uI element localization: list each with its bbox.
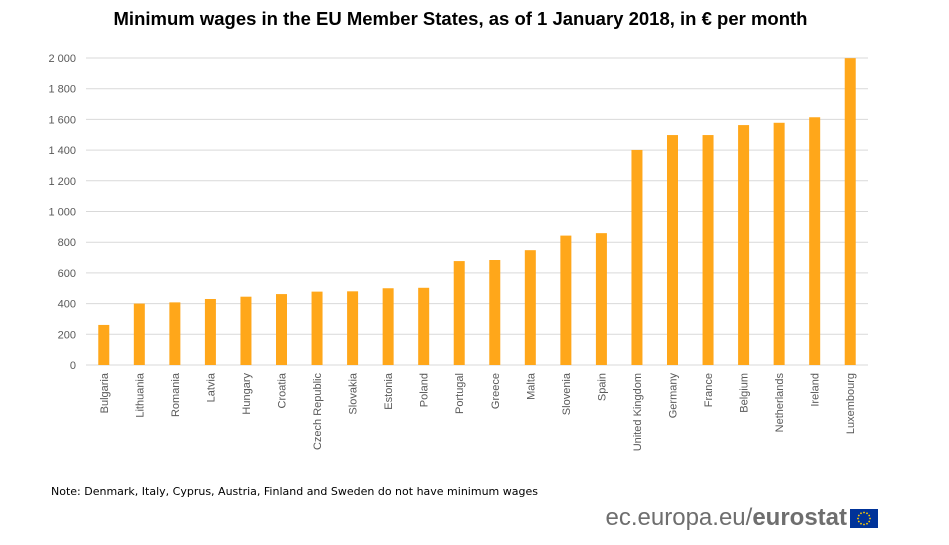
bar-croatia (276, 294, 287, 365)
flag-star (868, 520, 871, 522)
bar-luxembourg (844, 58, 856, 365)
x-tick-label: Hungary (241, 373, 253, 415)
flag-star (860, 522, 862, 525)
x-tick-label: Estonia (383, 372, 395, 410)
x-tick-label: Lithuania (134, 372, 146, 418)
flag-star (866, 522, 868, 525)
chart-title: Minimum wages in the EU Member States, a… (113, 8, 808, 29)
gridlines (86, 57, 868, 366)
y-tick-label: 200 (58, 329, 76, 341)
x-tick-label: Latvia (205, 372, 217, 402)
bar-romania (169, 302, 181, 365)
bar-ireland (809, 117, 821, 365)
x-tick-label: Netherlands (774, 373, 786, 433)
bar-malta (524, 250, 536, 365)
bar-czech-republic (311, 291, 323, 365)
flag-star (863, 523, 865, 525)
logo-brand-text: eurostat (752, 504, 847, 531)
bar-belgium (738, 125, 750, 365)
y-tick-label: 800 (58, 237, 76, 249)
x-tick-label: United Kingdom (632, 373, 644, 451)
flag-star (868, 514, 871, 516)
y-tick-label: 1 200 (48, 176, 76, 188)
bar-poland (418, 287, 430, 365)
bar-netherlands (773, 122, 785, 365)
bar-hungary (240, 296, 252, 365)
bar-greece (489, 260, 501, 365)
logo-domain-text: ec.europa.eu/ (605, 504, 753, 531)
x-tick-label: Romania (170, 372, 182, 417)
x-tick-label: Germany (668, 373, 680, 419)
flag-star (860, 511, 862, 514)
bar-germany (667, 135, 678, 365)
y-tick-label: 0 (70, 360, 76, 372)
x-tick-label: Slovenia (561, 372, 573, 415)
eu-flag-icon (850, 508, 878, 528)
flag-star (857, 517, 859, 519)
bar-slovenia (560, 235, 572, 365)
y-tick-label: 2 000 (48, 53, 76, 65)
bar-bulgaria (98, 324, 110, 365)
x-tick-label: Spain (596, 373, 608, 401)
chart-note: Note: Denmark, Italy, Cyprus, Austria, F… (51, 485, 538, 498)
bar-estonia (382, 288, 394, 365)
x-tick-label: Bulgaria (99, 372, 111, 413)
x-tick-label: Slovakia (348, 372, 360, 414)
x-axis-tick-labels: Bulgaria Lithuania Romania Latvia Hungary Cro… (99, 372, 857, 451)
y-tick-label: 1 400 (48, 145, 76, 157)
x-tick-label: Ireland (810, 373, 822, 407)
x-tick-label: Croatia (277, 372, 289, 408)
x-tick-label: Poland (419, 373, 431, 407)
x-tick-label: Portugal (454, 373, 466, 414)
flag-star (866, 511, 868, 514)
y-tick-label: 1 000 (48, 207, 76, 219)
bar-united-kingdom (631, 149, 643, 365)
x-tick-label: Belgium (739, 373, 751, 413)
flag-star (863, 511, 865, 513)
bar-chart: 0 200 400 600 800 1 000 1 200 1 400 1 600 1 800 2 … (48, 53, 868, 451)
bar-lithuania (133, 303, 145, 365)
x-tick-label: Czech Republic (312, 373, 324, 451)
bars (98, 58, 856, 365)
x-tick-label: Luxembourg (845, 373, 857, 434)
x-tick-label: Greece (490, 373, 502, 409)
y-tick-label: 1 800 (48, 84, 76, 96)
bar-france (702, 135, 714, 365)
y-axis-tick-labels: 0 200 400 600 800 1 000 1 200 1 400 1 600 1 800 2 … (48, 53, 76, 372)
y-tick-label: 600 (58, 268, 76, 280)
bar-spain (595, 233, 607, 365)
bar-portugal (453, 261, 465, 365)
flag-star (857, 520, 860, 522)
y-tick-label: 400 (58, 299, 76, 311)
bar-latvia (204, 298, 216, 365)
flag-star (869, 517, 871, 519)
x-tick-label: Malta (525, 372, 537, 400)
flag-star (857, 514, 860, 516)
y-tick-label: 1 600 (48, 114, 76, 126)
x-tick-label: France (703, 373, 715, 407)
bar-slovakia (347, 291, 359, 365)
eurostat-logo: ec.europa.eu/ eurostat (606, 504, 878, 532)
